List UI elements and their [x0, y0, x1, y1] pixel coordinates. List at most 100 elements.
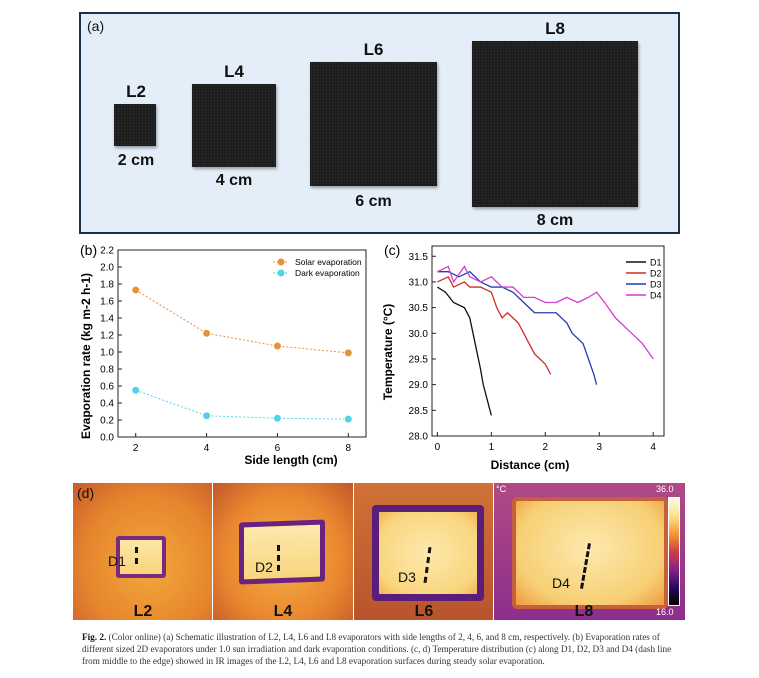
panel-c-frame [431, 245, 665, 437]
panel-a-label: (a) [87, 18, 105, 34]
caption-text: (Color online) (a) Schematic illustratio… [82, 632, 672, 666]
ir-evaporator-l2 [116, 536, 166, 578]
evaporator-l4-size: 4 cm [215, 172, 253, 189]
panel-c-series-line-d3 [437, 270, 598, 385]
evaporator-l4-square [192, 84, 276, 167]
evaporator-l6-square [310, 62, 437, 186]
panel-b-point-0 [202, 329, 211, 338]
panel-c-temperature-chart: (c) 28.0 28.5 29.0 29.5 30.0 30.5 31.0 31.5 0 1 2 3… [381, 242, 665, 472]
panel-b-ytick-label: 0.6 [100, 382, 114, 393]
panel-c-legend-label-d3: D3 [650, 280, 662, 290]
panel-b-point-0 [131, 285, 140, 295]
legend-solar-label: Solar evaporation [295, 257, 362, 267]
ir-image-l4: D2 L4 [213, 483, 353, 620]
panel-c-xtick-label: 1 [489, 442, 495, 453]
panel-b-point-1 [131, 386, 140, 395]
ir-image-l2: D1 L2 [73, 483, 212, 620]
panel-c-ytick-label: 30.5 [409, 303, 429, 314]
evaporator-l4-title: L4 [224, 62, 244, 81]
panel-b-ytick-label: 2.2 [100, 246, 114, 257]
panel-b-point-0 [344, 348, 353, 357]
panel-c-series-line-d1 [437, 286, 492, 416]
panel-b-xtick-label: 8 [346, 443, 352, 454]
colorbar-max: 36.0 [656, 484, 674, 494]
ir-name-l2: L2 [133, 603, 153, 620]
panel-b-ytick-label: 0.4 [100, 399, 114, 410]
caption-label: Fig. 2. [82, 632, 107, 642]
ir-name-l6: L6 [414, 603, 434, 620]
ir-dash-d1 [135, 547, 138, 564]
ir-evaporator-l6 [372, 505, 484, 601]
ir-name-l4: L4 [273, 603, 293, 620]
ir-dash-d2 [277, 545, 280, 571]
panel-b-ytick-label: 0.8 [100, 365, 114, 376]
panel-b-label: (b) [80, 242, 97, 258]
legend-dark-label: Dark evaporation [295, 268, 360, 278]
panel-b-point-1 [344, 415, 353, 424]
ir-evaporator-l8 [512, 497, 668, 609]
panel-b-xtick-label: 6 [275, 443, 281, 454]
panel-b-ylabel: Evaporation rate (kg m-2 h-1) [79, 273, 93, 439]
panel-b-xlabel: Side length (cm) [244, 453, 337, 467]
panel-b-xtick-label: 4 [204, 443, 210, 454]
figure-caption: Fig. 2. (Color online) (a) Schematic ill… [82, 631, 682, 667]
panel-b-plot-area: 0.0 0.2 0.4 0.6 0.8 1.0 1.2 1.4 1.6 1.8 2.0 2.2 2 4 6 8 [100, 246, 367, 454]
ir-label-d4: D4 [552, 575, 570, 591]
panel-c-legend-label-d4: D4 [650, 291, 662, 301]
panel-b-ytick-label: 0.0 [100, 433, 114, 444]
evaporator-l6-size: 6 cm [355, 193, 392, 210]
panel-c-series-line-d4 [437, 265, 654, 360]
panel-a-evaporator-illustration: (a) L2 2 cm L4 4 cm L6 6 cm L8 8 cm [79, 12, 680, 234]
panel-c-xtick-label: 2 [543, 442, 549, 453]
panel-c-label: (c) [384, 242, 400, 258]
ir-label-d1: D1 [108, 553, 126, 569]
panel-c-plot-area: 28.0 28.5 29.0 29.5 30.0 30.5 31.0 31.5 0 1 2 3 4 [409, 245, 665, 453]
panel-b-ytick-label: 1.6 [100, 297, 114, 308]
ir-label-d2: D2 [255, 559, 273, 575]
panel-c-xtick-label: 0 [435, 442, 441, 453]
ir-evaporator-l4 [239, 519, 325, 585]
panel-c-legend-label-d2: D2 [650, 269, 662, 279]
evaporator-l8-size: 8 cm [536, 212, 574, 229]
panel-b-series-line-1 [135, 389, 349, 420]
panel-c-ytick-label: 29.0 [409, 380, 429, 391]
panel-b-frame [117, 249, 367, 438]
panel-b-legend: Solar evaporation Dark evaporation [273, 257, 362, 278]
panel-c-legend-label-d1: D1 [650, 258, 662, 268]
panel-c-ytick-label: 30.0 [409, 329, 429, 340]
evaporator-l8-square [472, 41, 638, 207]
panel-b-evaporation-chart: (b) 0.0 0.2 0.4 0.6 0.8 1.0 1.2 1.4 1.6 1.8 2.0 2.2… [79, 242, 367, 467]
panel-b-series-line-0 [135, 289, 349, 354]
evaporator-l2-size: 2 cm [117, 152, 155, 169]
panel-b-ytick-label: 1.8 [100, 280, 114, 291]
ir-image-l8: D4 L8 °C 36.0 16.0 [494, 483, 685, 620]
ir-image-l6: D3 L6 [354, 483, 493, 620]
panel-c-xtick-label: 4 [650, 442, 656, 453]
panel-b-ytick-label: 2.0 [100, 263, 114, 274]
ir-label-d3: D3 [398, 569, 416, 585]
evaporator-l2-title: L2 [126, 82, 146, 101]
panel-d-ir-images: D1 L2 D2 L4 D3 L6 D4 L8 °C 36.0 16.0 (d) [73, 483, 685, 620]
panel-c-ytick-label: 29.5 [409, 354, 429, 365]
panel-d-label: (d) [77, 485, 95, 501]
colorbar-min: 16.0 [656, 607, 674, 617]
evaporator-l6-title: L6 [363, 40, 384, 59]
panel-b-ytick-label: 1.0 [100, 348, 114, 359]
panel-b-point-0 [273, 341, 282, 351]
evaporator-l8-title: L8 [545, 19, 565, 38]
panel-b-point-1 [273, 414, 282, 423]
panel-c-series-line-d2 [437, 275, 552, 375]
panel-c-ytick-label: 28.5 [409, 406, 429, 417]
panel-c-ytick-label: 31.0 [409, 277, 429, 288]
panel-b-ytick-label: 1.2 [100, 331, 114, 342]
panel-b-xtick-label: 2 [133, 443, 139, 454]
panel-b-ytick-label: 1.4 [100, 314, 114, 325]
panel-b-ytick-label: 0.2 [100, 416, 114, 427]
evaporator-l2-square [114, 104, 156, 146]
panel-c-ytick-label: 31.5 [409, 252, 429, 263]
panel-c-xlabel: Distance (cm) [491, 458, 570, 472]
colorbar-unit: °C [496, 484, 507, 494]
legend-solar-marker [277, 258, 285, 266]
colorbar [668, 497, 680, 606]
